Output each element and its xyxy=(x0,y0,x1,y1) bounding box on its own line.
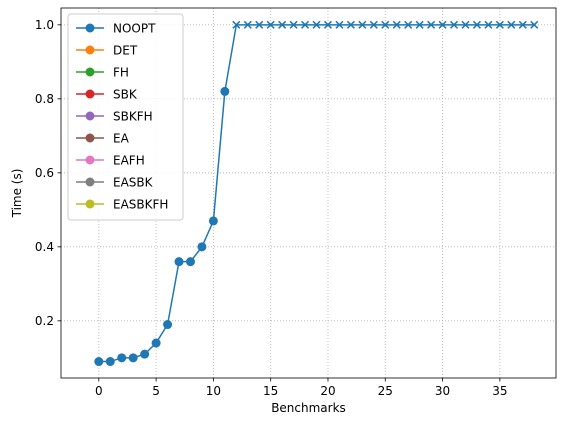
data-point-x-marker xyxy=(461,20,470,29)
data-point xyxy=(197,242,207,252)
data-point-x-marker xyxy=(404,20,413,29)
data-point-x-marker xyxy=(530,20,539,29)
y-tick-label: 0.2 xyxy=(35,314,54,328)
x-tick-label: 35 xyxy=(492,384,507,398)
y-tick-label: 0.8 xyxy=(35,92,54,106)
data-point-x-marker xyxy=(438,20,447,29)
data-point-x-marker xyxy=(449,20,459,29)
data-point-x-marker xyxy=(472,20,481,29)
data-point-x-marker xyxy=(312,20,321,29)
data-point xyxy=(185,257,195,267)
x-tick-label: 30 xyxy=(435,384,450,398)
data-point-x-marker xyxy=(415,20,424,29)
legend-label-easbkfh: EASBKFH xyxy=(113,198,168,212)
legend-marker-fh xyxy=(85,67,95,77)
legend: NOOPT DET FH SBK SBKFH EA EAFH EASBK EASBKFH xyxy=(67,13,184,221)
data-point xyxy=(128,353,138,363)
y-tick-label: 0.6 xyxy=(35,166,54,180)
x-tick-label: 5 xyxy=(152,384,160,398)
legend-label-sbkfh: SBKFH xyxy=(113,110,153,124)
data-point xyxy=(117,353,127,363)
plot-frame xyxy=(60,7,557,379)
legend-box xyxy=(67,13,184,221)
data-point xyxy=(151,338,161,348)
data-point xyxy=(208,216,218,226)
y-tick-label: 0.4 xyxy=(35,240,54,254)
legend-label-easbk: EASBK xyxy=(113,176,154,190)
data-point-x-marker xyxy=(301,20,310,29)
data-point xyxy=(140,349,150,359)
series-layer xyxy=(94,20,539,367)
legend-marker-noopt xyxy=(85,23,95,33)
data-point-x-marker xyxy=(335,20,344,29)
x-tick-label: 20 xyxy=(320,384,335,398)
x-tick-label: 25 xyxy=(378,384,393,398)
data-point-x-marker xyxy=(289,20,298,29)
data-point-x-marker xyxy=(346,20,355,29)
data-point-x-marker xyxy=(427,20,436,29)
legend-marker-det xyxy=(85,45,95,55)
legend-label-eafh: EAFH xyxy=(113,154,145,168)
legend-label-noopt: NOOPT xyxy=(113,22,156,36)
y-tick-label: 1.0 xyxy=(35,18,54,32)
legend-marker-sbk xyxy=(85,89,95,99)
data-point-x-marker xyxy=(381,20,390,29)
x-tick-label: 0 xyxy=(95,384,103,398)
data-point xyxy=(220,86,230,96)
legend-marker-easbkfh xyxy=(85,199,95,209)
x-tick-label: 15 xyxy=(263,384,278,398)
data-point-x-marker xyxy=(323,20,333,29)
legend-label-fh: FH xyxy=(113,66,129,80)
legend-marker-eafh xyxy=(85,155,95,165)
data-point-x-marker xyxy=(369,20,378,29)
x-axis: 0 5 10 15 20 25 30 35 xyxy=(95,378,507,398)
legend-marker-sbkfh xyxy=(85,111,95,121)
x-tick-label: 10 xyxy=(206,384,221,398)
data-point xyxy=(94,357,104,367)
data-point-x-marker xyxy=(495,20,504,29)
legend-label-sbk: SBK xyxy=(113,88,138,102)
y-axis-label: Time (s) xyxy=(10,169,24,219)
data-point-x-marker xyxy=(278,20,287,29)
data-point-x-marker xyxy=(507,20,516,29)
y-axis: 0.2 0.4 0.6 0.8 1.0 xyxy=(35,18,61,328)
data-point-x-marker xyxy=(255,20,264,29)
data-point xyxy=(105,357,115,367)
data-point-x-marker xyxy=(243,20,252,29)
data-point-x-marker xyxy=(232,20,241,29)
legend-label-det: DET xyxy=(113,44,138,58)
x-axis-label: Benchmarks xyxy=(271,401,346,415)
data-point xyxy=(174,257,184,267)
legend-label-ea: EA xyxy=(113,132,130,146)
data-point-x-marker xyxy=(392,20,401,29)
data-point-x-marker xyxy=(358,20,367,29)
data-point-x-marker xyxy=(518,20,527,29)
data-point-x-marker xyxy=(484,20,493,29)
data-point xyxy=(163,320,173,330)
data-point-x-marker xyxy=(266,20,275,29)
legend-marker-easbk xyxy=(85,177,95,187)
legend-marker-ea xyxy=(85,133,95,143)
